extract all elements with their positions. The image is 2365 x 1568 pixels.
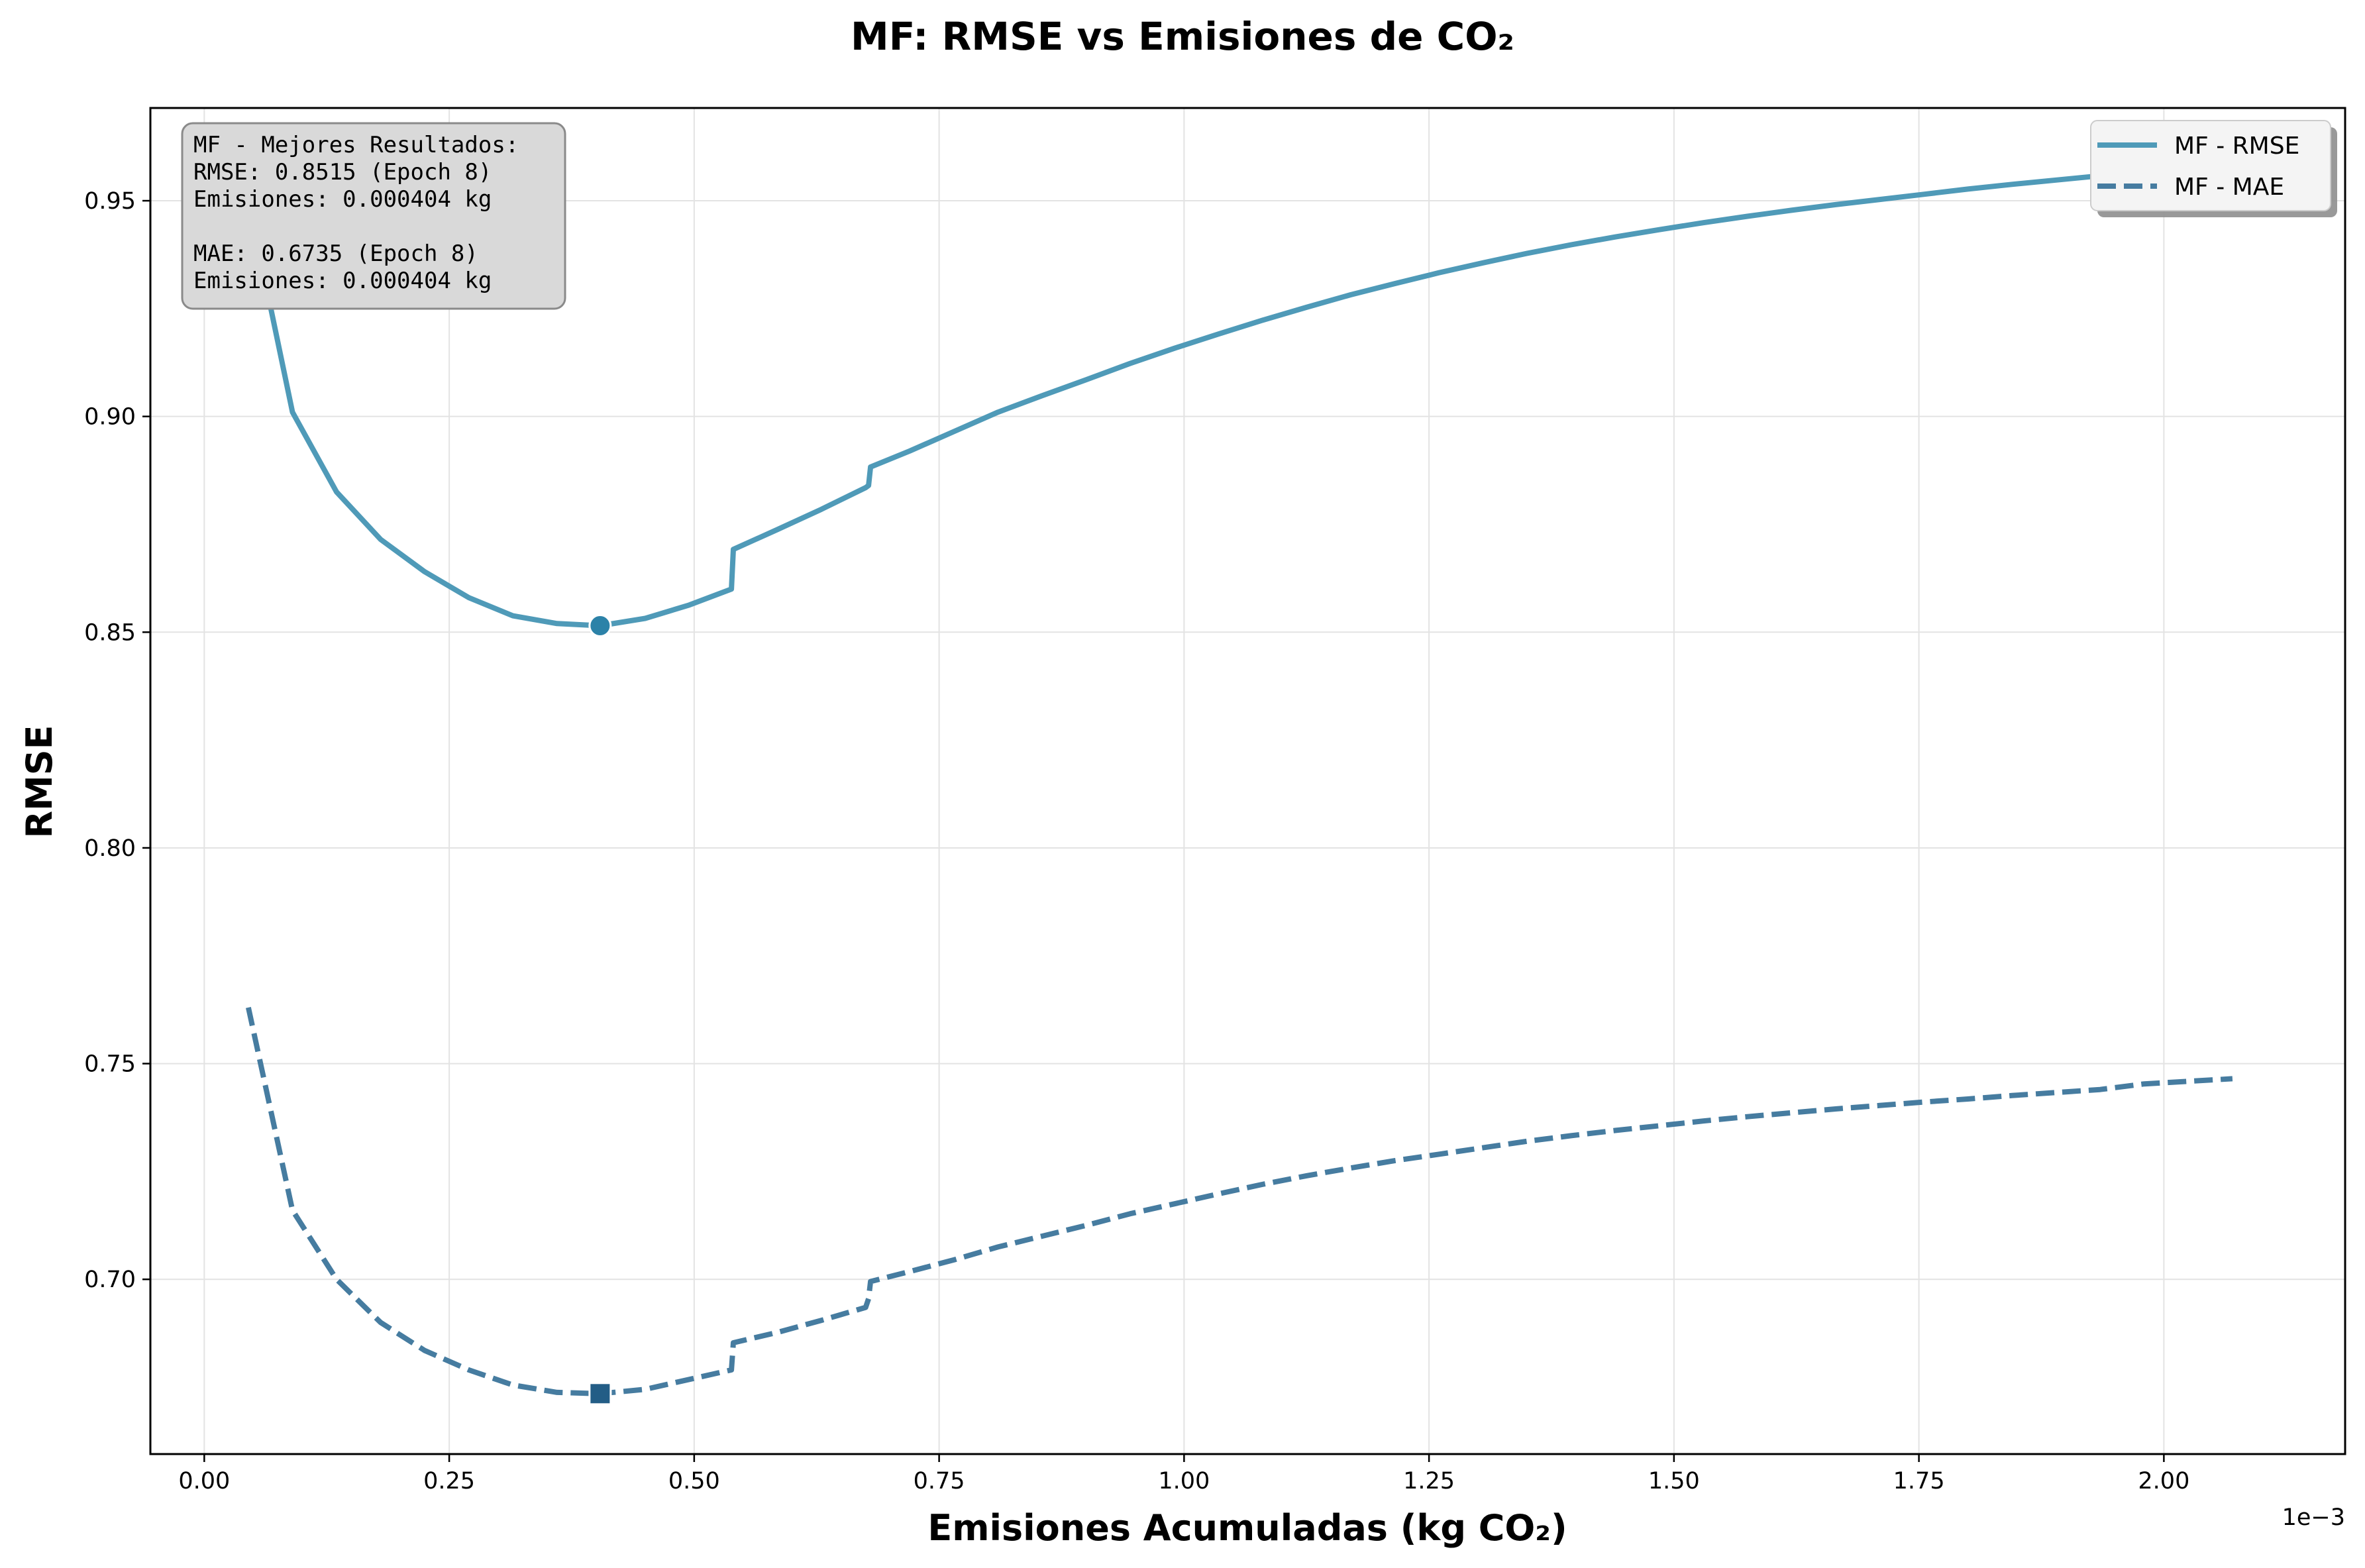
annotation-line: Emisiones: 0.000404 kg: [193, 186, 492, 213]
data-point: [777, 529, 778, 530]
data-point: [865, 1307, 866, 1308]
x-tick-label: 0.00: [178, 1468, 230, 1494]
y-tick-label: 0.75: [84, 1051, 136, 1078]
y-axis-label: RMSE: [19, 725, 60, 838]
data-point: [380, 1322, 381, 1323]
data-point: [821, 1320, 822, 1321]
data-point: [953, 1259, 954, 1260]
x-tick-label: 0.25: [423, 1468, 475, 1494]
data-point: [1438, 1154, 1439, 1155]
data-point: [1747, 1116, 1748, 1117]
data-point: [1879, 1105, 1880, 1106]
x-tick-label: 1.75: [1893, 1468, 1945, 1494]
data-point: [953, 431, 954, 432]
data-point: [1041, 395, 1042, 396]
data-point: [733, 1342, 734, 1343]
data-point: [1615, 1130, 1616, 1131]
legend-label-mae: MF - MAE: [2174, 174, 2284, 201]
data-point: [1262, 320, 1263, 321]
x-tick-label: 0.50: [668, 1468, 720, 1494]
data-point: [731, 1370, 732, 1371]
legend-label-rmse: MF - RMSE: [2174, 132, 2299, 160]
x-tick-label: 1.50: [1648, 1468, 1700, 1494]
data-point: [1527, 253, 1528, 254]
y-tick-label: 0.90: [84, 404, 136, 431]
y-tick-label: 0.95: [84, 188, 136, 215]
data-point: [1130, 363, 1131, 364]
data-point: [870, 466, 871, 467]
annotation-line: RMSE: 0.8515 (Epoch 8): [193, 159, 492, 185]
legend: MF - RMSE MF - MAE: [2090, 120, 2337, 217]
series-line-mae: [245, 1007, 2233, 1396]
data-point: [733, 549, 734, 550]
x-tick-label: 1.25: [1403, 1468, 1455, 1494]
x-axis-offset-label: 1e−3: [2282, 1504, 2345, 1531]
data-point: [1350, 1168, 1351, 1169]
chart-title: MF: RMSE vs Emisiones de CO₂: [851, 14, 1514, 59]
data-point: [731, 589, 732, 590]
data-point: [1747, 216, 1748, 217]
data-point: [1218, 334, 1219, 335]
y-axis-ticks: 0.70 0.75 0.80 0.85 0.90 0.95: [84, 188, 150, 1293]
data-point: [1041, 1236, 1042, 1237]
annotation-box: MF - Mejores Resultados: RMSE: 0.8515 (E…: [181, 122, 566, 310]
data-point: [468, 1370, 469, 1371]
grid: [150, 108, 2345, 1454]
x-tick-label: 2.00: [2138, 1468, 2189, 1494]
data-point: [689, 1379, 690, 1380]
data-point: [777, 1332, 778, 1333]
best-rmse-marker: [588, 614, 612, 638]
x-tick-label: 1.00: [1158, 1468, 1210, 1494]
data-point: [1835, 1108, 1836, 1109]
data-point: [2100, 1089, 2101, 1090]
annotation-line: MAE: 0.6735 (Epoch 8): [193, 240, 478, 267]
data-point: [868, 1298, 869, 1299]
best-markers: [588, 614, 612, 1406]
annotation-line: MF - Mejores Resultados:: [193, 132, 519, 158]
x-axis-ticks: 0.00 0.25 0.50 0.75 1.00 1.25 1.50 1.75 2.00: [178, 1454, 2189, 1494]
data-point: [1615, 236, 1616, 237]
data-point: [1306, 1175, 1307, 1176]
data-point: [1791, 210, 1792, 211]
data-point: [870, 1281, 871, 1282]
data-point: [1791, 1112, 1792, 1113]
data-point: [2012, 1095, 2013, 1096]
annotation-line: Emisiones: 0.000404 kg: [193, 268, 492, 294]
data-point: [1835, 204, 1836, 205]
x-tick-label: 0.75: [914, 1468, 965, 1494]
data-point: [868, 485, 869, 486]
data-point: [556, 623, 557, 624]
data-point: [1879, 199, 1880, 200]
data-point: [292, 412, 293, 413]
data-point: [2232, 1078, 2233, 1079]
data-point: [1703, 1121, 1704, 1122]
y-tick-label: 0.70: [84, 1267, 136, 1293]
best-mae-marker: [588, 1382, 612, 1406]
data-point: [2012, 184, 2013, 185]
data-point: [292, 1210, 293, 1211]
data-point: [1438, 272, 1439, 273]
x-axis-label: Emisiones Acumuladas (kg CO₂): [927, 1507, 1567, 1549]
y-tick-label: 0.80: [84, 835, 136, 862]
plot-frame: [149, 107, 2346, 1455]
y-tick-label: 0.85: [84, 619, 136, 646]
data-point: [380, 539, 381, 540]
